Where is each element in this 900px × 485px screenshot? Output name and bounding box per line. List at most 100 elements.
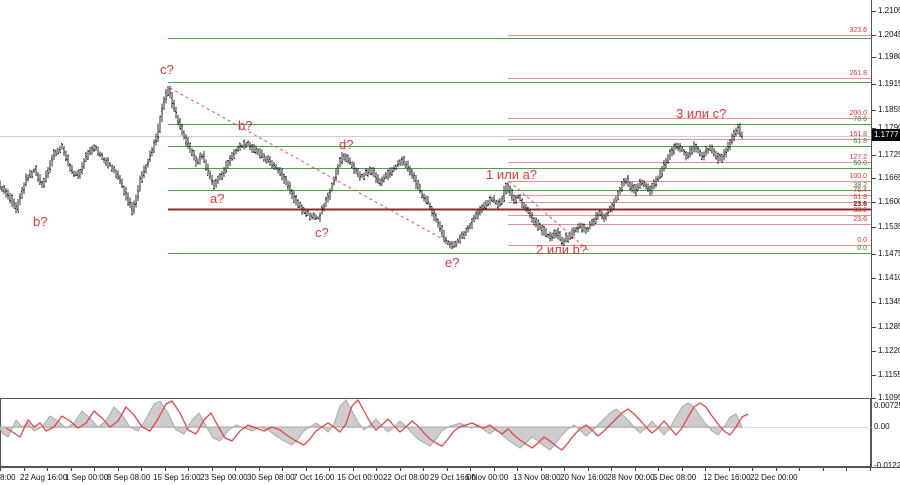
price-axis-label: 1.1535 — [878, 222, 900, 231]
time-axis-label: 22 Oct 08:00 — [383, 473, 429, 482]
price-axis-tick — [872, 327, 876, 328]
time-axis-tick — [165, 468, 166, 471]
wave-label: b? — [238, 118, 253, 133]
fibonacci-level-label: 61.8 — [853, 194, 867, 201]
wave-label: 2 или b? — [536, 242, 588, 257]
fibonacci-level-label: 0.0 — [857, 237, 867, 244]
price-axis-label: 1.1790 — [878, 123, 900, 132]
time-axis-tick — [846, 468, 847, 471]
time-axis-label: 15 Oct 00:00 — [337, 473, 383, 482]
time-axis-tick — [259, 468, 260, 471]
time-axis-label: 20 Nov 16:00 — [560, 473, 608, 482]
fibonacci-level-label: 23.6 — [853, 216, 867, 223]
price-axis[interactable]: 1.21051.20451.19801.19151.18551.17901.17… — [871, 0, 900, 467]
price-axis-label: 1.1980 — [878, 52, 900, 61]
oscillator-axis-label: -0.01226 — [874, 461, 900, 470]
wave-label: 3 или c? — [676, 106, 727, 121]
fibonacci-level-label: 61.8 — [853, 138, 867, 145]
time-axis-label: 22 Dec 00:00 — [750, 473, 798, 482]
price-axis-label: 1.1475 — [878, 249, 900, 258]
time-axis-tick — [353, 468, 354, 471]
time-axis-tick — [376, 468, 377, 471]
time-axis-tick — [71, 468, 72, 471]
price-axis-label: 1.1665 — [878, 173, 900, 182]
oscillator-signal-line — [5, 399, 749, 451]
time-axis[interactable]: 8:00 22 Aug 16:00 1 Sep 00:00 8 Sep 08:00 15… — [0, 467, 900, 485]
fibonacci-level-label: 161.8 — [849, 131, 867, 138]
time-axis-tick — [682, 468, 683, 471]
price-axis-tick — [872, 178, 876, 179]
price-axis-label: 1.2105 — [878, 6, 900, 15]
time-axis-tick — [611, 468, 612, 471]
price-axis-tick — [872, 278, 876, 279]
oscillator-panel[interactable] — [0, 398, 871, 467]
time-axis-tick — [823, 468, 824, 471]
fibonacci-level-label: 76.4 — [853, 187, 867, 194]
time-axis-tick — [447, 468, 448, 471]
price-axis-tick — [872, 155, 876, 156]
time-axis-tick — [188, 468, 189, 471]
price-axis-tick — [872, 202, 876, 203]
price-axis-tick — [872, 398, 876, 399]
time-axis-tick — [752, 468, 753, 471]
time-axis-tick — [0, 468, 1, 471]
wave-label: a? — [210, 191, 225, 206]
time-axis-tick — [729, 468, 730, 471]
oscillator-canvas — [0, 398, 871, 467]
time-axis-label: 23 Sep 00:00 — [200, 473, 248, 482]
time-axis-tick — [118, 468, 119, 471]
price-axis-tick — [872, 11, 876, 12]
time-axis-tick — [24, 468, 25, 471]
time-axis-tick — [282, 468, 283, 471]
time-axis-tick — [776, 468, 777, 471]
price-axis-tick — [872, 35, 876, 36]
time-axis-label: 30 Sep 08:00 — [247, 473, 295, 482]
time-axis-tick — [564, 468, 565, 471]
time-axis-tick — [212, 468, 213, 471]
time-axis-tick — [799, 468, 800, 471]
time-axis-tick — [870, 468, 871, 471]
oscillator-axis-label: 0.00 — [874, 422, 890, 431]
price-axis-label: 1.1600 — [878, 197, 900, 206]
price-axis-tick — [872, 227, 876, 228]
time-axis-label: 6 Nov 00:00 — [465, 473, 509, 482]
price-axis-label: 1.2045 — [878, 30, 900, 39]
fibonacci-level-label: 0.0 — [857, 245, 867, 252]
time-axis-tick — [541, 468, 542, 471]
wave-label: d? — [339, 137, 354, 152]
price-axis-tick — [872, 254, 876, 255]
time-axis-tick — [47, 468, 48, 471]
time-axis-tick — [517, 468, 518, 471]
fibonacci-level-label: 200.0 — [849, 110, 867, 117]
time-axis-tick — [658, 468, 659, 471]
price-chart-plot[interactable]: 78.6 61.8 50.0 38.2 23.6 0.0 323.6 261.8 200.0 16… — [0, 0, 871, 398]
price-axis-tick — [872, 375, 876, 376]
fibonacci-level-label: 100.0 — [849, 173, 867, 180]
price-axis-label: 1.1095 — [878, 393, 900, 402]
current-price-badge: 1.1777 — [872, 129, 900, 141]
time-axis-label: 12 Dec 16:00 — [703, 473, 751, 482]
wave-label: b? — [33, 214, 48, 229]
time-axis-tick — [94, 468, 95, 471]
time-axis-tick — [494, 468, 495, 471]
price-chart-canvas — [0, 35, 871, 254]
time-axis-label: 5 Dec 08:00 — [653, 473, 697, 482]
oscillator-panel-border — [0, 398, 871, 467]
fibonacci-level-label: 261.8 — [849, 70, 867, 77]
price-axis-label: 1.1285 — [878, 322, 900, 331]
price-axis-tick — [872, 84, 876, 85]
time-axis-label: 15 Sep 16:00 — [153, 473, 201, 482]
price-axis-label: 1.1410 — [878, 273, 900, 282]
price-axis-label: 1.1220 — [878, 346, 900, 355]
price-axis-tick — [872, 128, 876, 129]
fibonacci-level-label: 127.2 — [849, 154, 867, 161]
trendline — [169, 87, 458, 248]
fibonacci-level-label: 78.6 — [853, 116, 867, 123]
time-axis-label: 22 Aug 16:00 — [20, 473, 68, 482]
time-axis-label: 28 Nov 00:00 — [607, 473, 655, 482]
time-axis-tick — [423, 468, 424, 471]
time-axis-label: 1 Sep 00:00 — [65, 473, 109, 482]
price-axis-tick — [872, 302, 876, 303]
oscillator-axis: 0.00725 0.00 -0.01226 — [871, 398, 900, 470]
